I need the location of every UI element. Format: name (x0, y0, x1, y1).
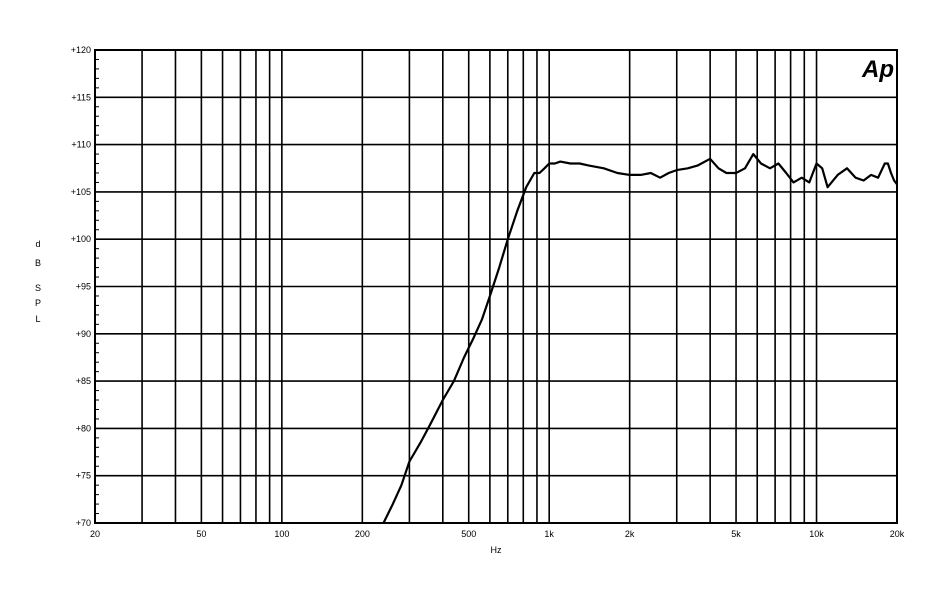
y-tick-label: +115 (71, 92, 91, 102)
grid (94, 49, 898, 524)
series-layer (382, 153, 897, 523)
x-tick-label: 500 (461, 529, 476, 539)
y-axis-label-char: P (35, 298, 41, 308)
x-axis-label: Hz (491, 545, 502, 555)
x-tick-labels: 20 50 100 200 500 1k 2k 5k 10k 20k (90, 529, 905, 539)
x-tick-label: 10k (809, 529, 824, 539)
y-tick-label: +105 (71, 187, 91, 197)
x-tick-label: 1k (544, 529, 554, 539)
y-axis-label-char: S (35, 283, 41, 293)
y-tick-labels: +70 +75 +80 +85 +90 +95 +100 +105 +110 +115 +120 (71, 45, 91, 528)
y-axis-label-char: L (35, 314, 40, 324)
y-tick-label: +90 (76, 329, 91, 339)
x-tick-label: 50 (196, 529, 206, 539)
spl-response-line (382, 153, 897, 523)
x-tick-label: 200 (355, 529, 370, 539)
y-tick-label: +70 (76, 518, 91, 528)
x-tick-label: 100 (274, 529, 289, 539)
y-tick-label: +100 (71, 234, 91, 244)
y-axis-label-char: B (35, 258, 41, 268)
y-tick-label: +95 (76, 282, 91, 292)
y-axis-label-char: d (35, 239, 40, 249)
y-tick-label: +75 (76, 471, 91, 481)
x-tick-label: 5k (731, 529, 741, 539)
y-tick-label: +110 (71, 140, 91, 150)
x-tick-label: 20 (90, 529, 100, 539)
x-tick-label: 2k (625, 529, 635, 539)
plot-frame (94, 49, 898, 524)
x-tick-label: 20k (890, 529, 905, 539)
y-tick-label: +120 (71, 45, 91, 55)
ap-logo: Ap (861, 56, 894, 83)
y-tick-label: +85 (76, 376, 91, 386)
y-tick-label: +80 (76, 423, 91, 433)
y-axis-label: dB SPL (35, 239, 41, 324)
